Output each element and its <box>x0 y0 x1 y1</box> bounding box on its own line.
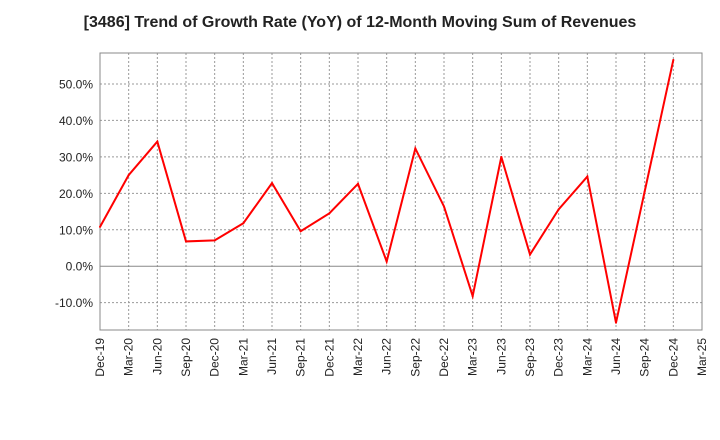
data-point <box>586 175 589 178</box>
data-point <box>672 58 675 61</box>
data-point <box>615 321 617 324</box>
x-tick-label: Mar-20 <box>122 338 136 376</box>
x-tick-label: Dec-22 <box>437 338 451 377</box>
data-point <box>414 147 417 150</box>
x-tick-label: Jun-22 <box>380 338 394 375</box>
data-point <box>385 260 388 263</box>
data-point <box>299 230 302 233</box>
data-point <box>271 182 273 185</box>
x-tick-label: Mar-22 <box>351 338 365 376</box>
plot-area-frame <box>99 52 703 331</box>
data-point <box>99 225 101 228</box>
x-tick-label: Jun-24 <box>609 338 623 375</box>
data-point <box>357 182 359 185</box>
x-tick-label: Dec-24 <box>666 338 680 377</box>
x-tick-label: Dec-19 <box>93 338 107 377</box>
x-axis: Dec-19 Mar-20 Jun-20 Sep-20 Dec-20 Mar-21 Jun-… <box>93 338 709 377</box>
x-tick-label: Jun-23 <box>494 338 508 375</box>
data-point <box>443 205 445 208</box>
y-axis: -10.0% 0.0% 10.0% 20.0% 30.0% 40.0% 50.0% <box>55 77 93 310</box>
grid <box>100 53 702 330</box>
x-tick-label: Mar-21 <box>236 338 250 376</box>
data-point <box>557 208 560 211</box>
data-point <box>500 155 503 158</box>
data-point <box>242 222 245 225</box>
x-tick-label: Sep-21 <box>294 338 308 377</box>
series-line <box>99 59 675 323</box>
series-layer <box>99 58 675 324</box>
x-tick-label: Sep-24 <box>638 338 652 377</box>
data-point <box>127 174 130 177</box>
x-tick-label: Jun-20 <box>150 338 164 375</box>
data-point <box>529 253 531 256</box>
x-tick-label: Mar-24 <box>580 338 594 376</box>
y-tick-label: 0.0% <box>66 260 94 274</box>
data-point <box>328 212 331 215</box>
data-point <box>643 190 646 193</box>
x-tick-label: Dec-21 <box>322 338 336 377</box>
y-tick-label: 30.0% <box>59 150 93 164</box>
y-tick-label: 20.0% <box>59 187 93 201</box>
x-tick-label: Jun-21 <box>265 338 279 375</box>
x-tick-label: Mar-23 <box>466 338 480 376</box>
x-tick-label: Dec-20 <box>208 338 222 377</box>
x-tick-label: Dec-23 <box>552 338 566 377</box>
data-point <box>213 239 216 242</box>
x-tick-label: Sep-23 <box>523 338 537 377</box>
x-tick-label: Mar-25 <box>695 338 709 376</box>
chart-title: [3486] Trend of Growth Rate (YoY) of 12-… <box>83 14 637 31</box>
data-point <box>471 295 474 298</box>
y-tick-label: -10.0% <box>55 296 93 310</box>
x-tick-label: Sep-20 <box>179 338 193 377</box>
data-point <box>156 140 159 143</box>
y-tick-label: 50.0% <box>59 77 93 91</box>
data-point <box>185 240 187 243</box>
y-tick-label: 40.0% <box>59 114 93 128</box>
x-tick-label: Sep-22 <box>408 338 422 377</box>
y-tick-label: 10.0% <box>59 223 93 237</box>
